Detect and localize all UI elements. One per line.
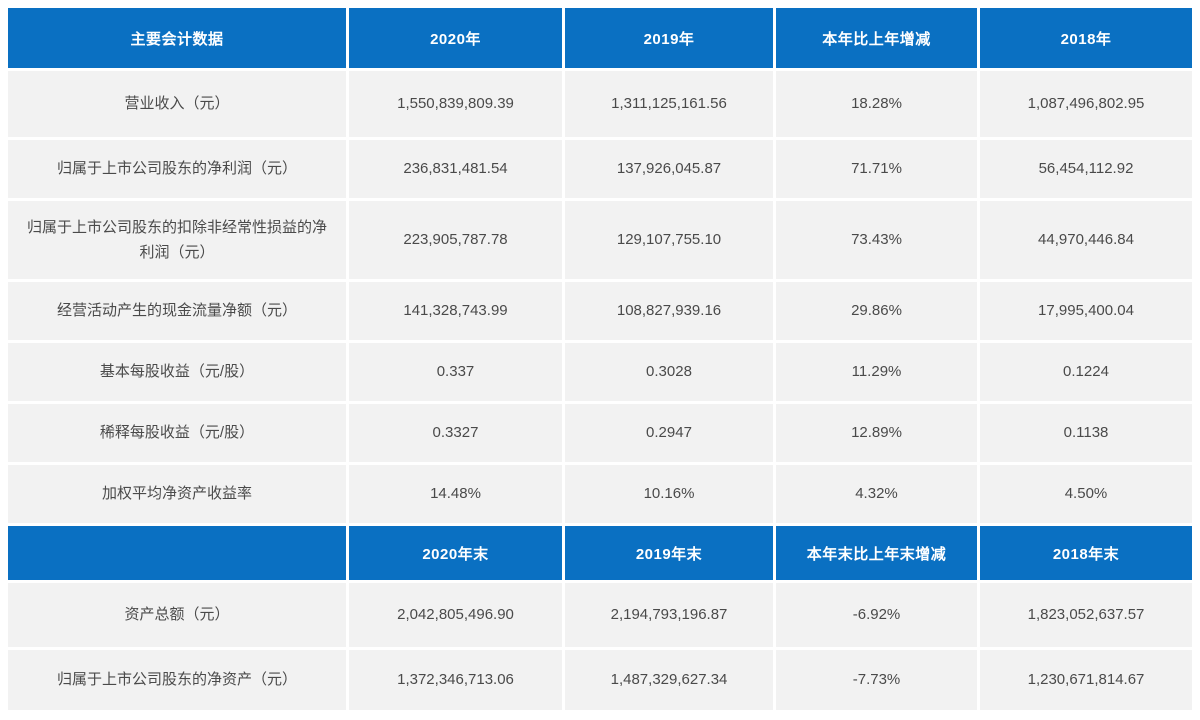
key-accounting-data-table: 主要会计数据 2020年 2019年 本年比上年增减 2018年 营业收入（元）… bbox=[5, 5, 1195, 713]
value-cell: 223,905,787.78 bbox=[349, 201, 562, 279]
column-header-2020: 2020年 bbox=[349, 8, 562, 68]
column-header-2019-end: 2019年末 bbox=[565, 526, 773, 580]
value-cell: 236,831,481.54 bbox=[349, 140, 562, 198]
column-header-2020-end: 2020年末 bbox=[349, 526, 562, 580]
value-cell: 2,194,793,196.87 bbox=[565, 583, 773, 647]
value-cell: 56,454,112.92 bbox=[980, 140, 1192, 198]
table-row-operating-revenue: 营业收入（元） 1,550,839,809.39 1,311,125,161.5… bbox=[8, 71, 1192, 137]
row-label-cell: 稀释每股收益（元/股） bbox=[8, 404, 346, 462]
column-header-year-end-change: 本年末比上年末增减 bbox=[776, 526, 977, 580]
row-label-cell: 归属于上市公司股东的净利润（元） bbox=[8, 140, 346, 198]
column-header-blank bbox=[8, 526, 346, 580]
value-cell: 4.32% bbox=[776, 465, 977, 523]
value-cell: 17,995,400.04 bbox=[980, 282, 1192, 340]
table-row-net-assets: 归属于上市公司股东的净资产（元） 1,372,346,713.06 1,487,… bbox=[8, 650, 1192, 710]
value-cell: 1,311,125,161.56 bbox=[565, 71, 773, 137]
value-cell: 14.48% bbox=[349, 465, 562, 523]
value-cell: 1,230,671,814.67 bbox=[980, 650, 1192, 710]
column-header-main-title: 主要会计数据 bbox=[8, 8, 346, 68]
value-cell: 10.16% bbox=[565, 465, 773, 523]
value-cell: 137,926,045.87 bbox=[565, 140, 773, 198]
table-row-basic-eps: 基本每股收益（元/股） 0.337 0.3028 11.29% 0.1224 bbox=[8, 343, 1192, 401]
value-cell: 129,107,755.10 bbox=[565, 201, 773, 279]
value-cell: 0.1138 bbox=[980, 404, 1192, 462]
value-cell: 11.29% bbox=[776, 343, 977, 401]
column-header-yoy-change: 本年比上年增减 bbox=[776, 8, 977, 68]
row-label-cell: 基本每股收益（元/股） bbox=[8, 343, 346, 401]
value-cell: 0.337 bbox=[349, 343, 562, 401]
value-cell: -6.92% bbox=[776, 583, 977, 647]
value-cell: 12.89% bbox=[776, 404, 977, 462]
value-cell: 0.3028 bbox=[565, 343, 773, 401]
value-cell: 1,487,329,627.34 bbox=[565, 650, 773, 710]
table-row-weighted-avg-roe: 加权平均净资产收益率 14.48% 10.16% 4.32% 4.50% bbox=[8, 465, 1192, 523]
table-row-diluted-eps: 稀释每股收益（元/股） 0.3327 0.2947 12.89% 0.1138 bbox=[8, 404, 1192, 462]
value-cell: 4.50% bbox=[980, 465, 1192, 523]
row-label-cell: 加权平均净资产收益率 bbox=[8, 465, 346, 523]
value-cell: 108,827,939.16 bbox=[565, 282, 773, 340]
value-cell: 0.3327 bbox=[349, 404, 562, 462]
value-cell: 1,550,839,809.39 bbox=[349, 71, 562, 137]
value-cell: 0.1224 bbox=[980, 343, 1192, 401]
value-cell: 18.28% bbox=[776, 71, 977, 137]
table-row-total-assets: 资产总额（元） 2,042,805,496.90 2,194,793,196.8… bbox=[8, 583, 1192, 647]
row-label-cell: 归属于上市公司股东的扣除非经常性损益的净利润（元） bbox=[8, 201, 346, 279]
table-row-net-profit: 归属于上市公司股东的净利润（元） 236,831,481.54 137,926,… bbox=[8, 140, 1192, 198]
value-cell: 2,042,805,496.90 bbox=[349, 583, 562, 647]
value-cell: 71.71% bbox=[776, 140, 977, 198]
table-row-deducted-net-profit: 归属于上市公司股东的扣除非经常性损益的净利润（元） 223,905,787.78… bbox=[8, 201, 1192, 279]
value-cell: 44,970,446.84 bbox=[980, 201, 1192, 279]
value-cell: 29.86% bbox=[776, 282, 977, 340]
value-cell: 141,328,743.99 bbox=[349, 282, 562, 340]
row-label-cell: 归属于上市公司股东的净资产（元） bbox=[8, 650, 346, 710]
value-cell: 1,372,346,713.06 bbox=[349, 650, 562, 710]
column-header-2018-end: 2018年末 bbox=[980, 526, 1192, 580]
column-header-2018: 2018年 bbox=[980, 8, 1192, 68]
value-cell: 0.2947 bbox=[565, 404, 773, 462]
row-label-cell: 资产总额（元） bbox=[8, 583, 346, 647]
annual-header-row: 主要会计数据 2020年 2019年 本年比上年增减 2018年 bbox=[8, 8, 1192, 68]
table-row-operating-cash-flow: 经营活动产生的现金流量净额（元） 141,328,743.99 108,827,… bbox=[8, 282, 1192, 340]
value-cell: 73.43% bbox=[776, 201, 977, 279]
value-cell: 1,823,052,637.57 bbox=[980, 583, 1192, 647]
column-header-2019: 2019年 bbox=[565, 8, 773, 68]
row-label-cell: 营业收入（元） bbox=[8, 71, 346, 137]
year-end-header-row: 2020年末 2019年末 本年末比上年末增减 2018年末 bbox=[8, 526, 1192, 580]
value-cell: -7.73% bbox=[776, 650, 977, 710]
row-label-cell: 经营活动产生的现金流量净额（元） bbox=[8, 282, 346, 340]
value-cell: 1,087,496,802.95 bbox=[980, 71, 1192, 137]
